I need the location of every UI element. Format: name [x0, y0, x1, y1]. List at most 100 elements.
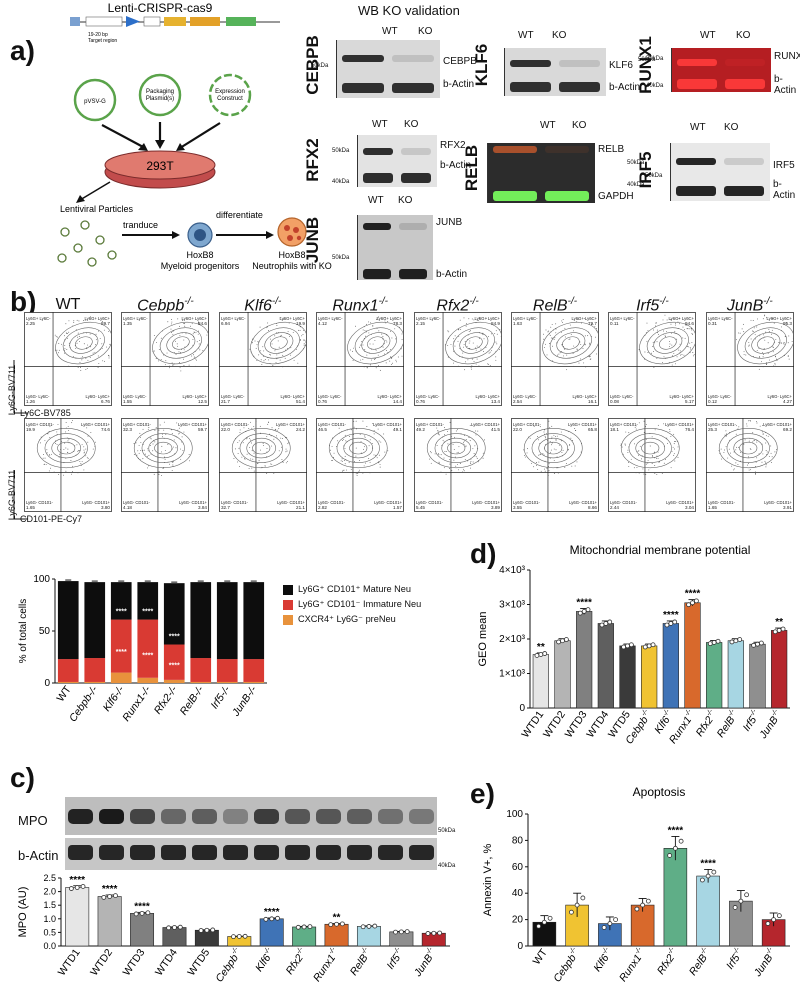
y-tick-label: 20 — [512, 915, 524, 926]
facs-quadrant-value: 4.27 — [783, 399, 792, 404]
facs-event — [76, 319, 78, 321]
facs-event — [164, 421, 166, 423]
bar — [259, 918, 284, 947]
blot-band-label: IRF5 — [773, 160, 795, 172]
category-label: RelB-/- — [714, 708, 742, 740]
facs-event — [733, 451, 735, 453]
facs-event — [551, 436, 553, 438]
facs-event — [361, 341, 363, 343]
blot-kda-label: 50kDa — [332, 255, 350, 262]
facs-quadrant-value: 3.84 — [198, 505, 207, 510]
category-label: WTD4 — [153, 947, 180, 978]
facs-quadrant-value: 6.94 — [221, 321, 230, 326]
facs-event — [584, 343, 586, 345]
facs-event — [264, 359, 266, 361]
facs-event — [108, 357, 110, 359]
facs-quadrant-value: 32.7 — [221, 505, 230, 510]
blot-band-ko — [724, 185, 764, 196]
facs-event — [677, 321, 679, 323]
facs-event — [645, 435, 646, 437]
y-tick-label: 0.5 — [43, 927, 56, 937]
facs-event — [71, 420, 73, 421]
replicate-dot — [68, 886, 74, 891]
replicate-dot — [601, 925, 607, 930]
facs-event — [754, 338, 756, 340]
facs-event — [75, 329, 77, 331]
facs-contour-line — [562, 336, 580, 350]
facs-event — [171, 318, 173, 320]
facs-event — [165, 450, 167, 451]
facs-event — [540, 453, 541, 455]
blot-ko-label: KO — [552, 30, 567, 41]
facs-contour-line — [62, 327, 105, 359]
facs-event — [533, 425, 535, 427]
facs-event — [79, 460, 81, 462]
facs-event — [257, 341, 259, 343]
facs-event — [378, 461, 380, 463]
facs-event — [596, 328, 597, 330]
facs-event — [764, 336, 766, 338]
facs-event — [353, 420, 355, 422]
facs-event — [746, 423, 747, 425]
y-tick-label: 2.5 — [43, 873, 56, 883]
facs-event — [562, 319, 564, 321]
facs-event — [576, 349, 578, 350]
facs-event — [48, 431, 50, 432]
facs-event — [639, 472, 641, 474]
facs-event — [440, 445, 442, 447]
facs-event — [69, 345, 70, 346]
facs-event — [543, 431, 545, 433]
facs-contour-line — [160, 327, 203, 359]
facs-event — [464, 446, 466, 448]
facs-event — [548, 463, 550, 465]
category-label: Klf6-/- — [252, 946, 277, 974]
facs-event — [259, 432, 261, 434]
category-name: WTD4 — [153, 947, 180, 978]
facs-event — [139, 432, 141, 434]
facs-event — [634, 443, 636, 445]
facs-event — [250, 351, 252, 353]
facs-event — [669, 345, 671, 347]
facs-event — [628, 466, 630, 467]
facs-event — [94, 351, 96, 353]
facs-event — [771, 456, 773, 458]
facs-event — [677, 456, 679, 458]
facs-condition-sup: -/- — [184, 296, 194, 307]
facs-event — [378, 440, 380, 442]
facs-event — [666, 437, 668, 439]
chart-ylabel: MPO (AU) — [17, 887, 29, 938]
facs-contours — [152, 321, 210, 365]
facs-contour-line — [458, 332, 488, 354]
facs-event — [636, 467, 638, 469]
facs-event — [557, 467, 559, 469]
actin-band — [223, 845, 248, 860]
facs-event — [546, 467, 548, 469]
facs-event — [545, 343, 546, 345]
facs-frame — [316, 418, 405, 512]
facs-event — [39, 439, 41, 441]
facs-event — [446, 431, 448, 432]
facs-event — [747, 462, 749, 464]
facs-event — [384, 320, 386, 322]
facs-event — [249, 421, 251, 423]
facs-quadrant-label: Ly6G+ Ly6C+ — [474, 316, 500, 321]
facs-event — [176, 436, 178, 438]
facs-event — [447, 356, 449, 358]
actin-band — [99, 845, 124, 860]
facs-event — [55, 443, 57, 444]
facs-event — [664, 334, 666, 336]
facs-quadrant-label: Ly6G- Ly6C- — [708, 394, 732, 399]
facs-event — [551, 324, 553, 325]
facs-event — [482, 457, 484, 459]
facs-event — [67, 451, 69, 453]
facs-contour-line — [653, 332, 683, 354]
facs-event — [765, 464, 767, 466]
facs-event — [350, 349, 352, 351]
facs-grid: WT Ly6G+ Ly6C- 2.25 Ly6G+ Ly6C+ 89.7 Ly6G- Ly… — [7, 296, 794, 524]
facs-contour-line — [538, 437, 569, 459]
replicate-dot — [133, 911, 139, 917]
facs-event — [167, 321, 169, 323]
facs-event — [500, 335, 502, 337]
replicate-dot — [707, 641, 713, 647]
